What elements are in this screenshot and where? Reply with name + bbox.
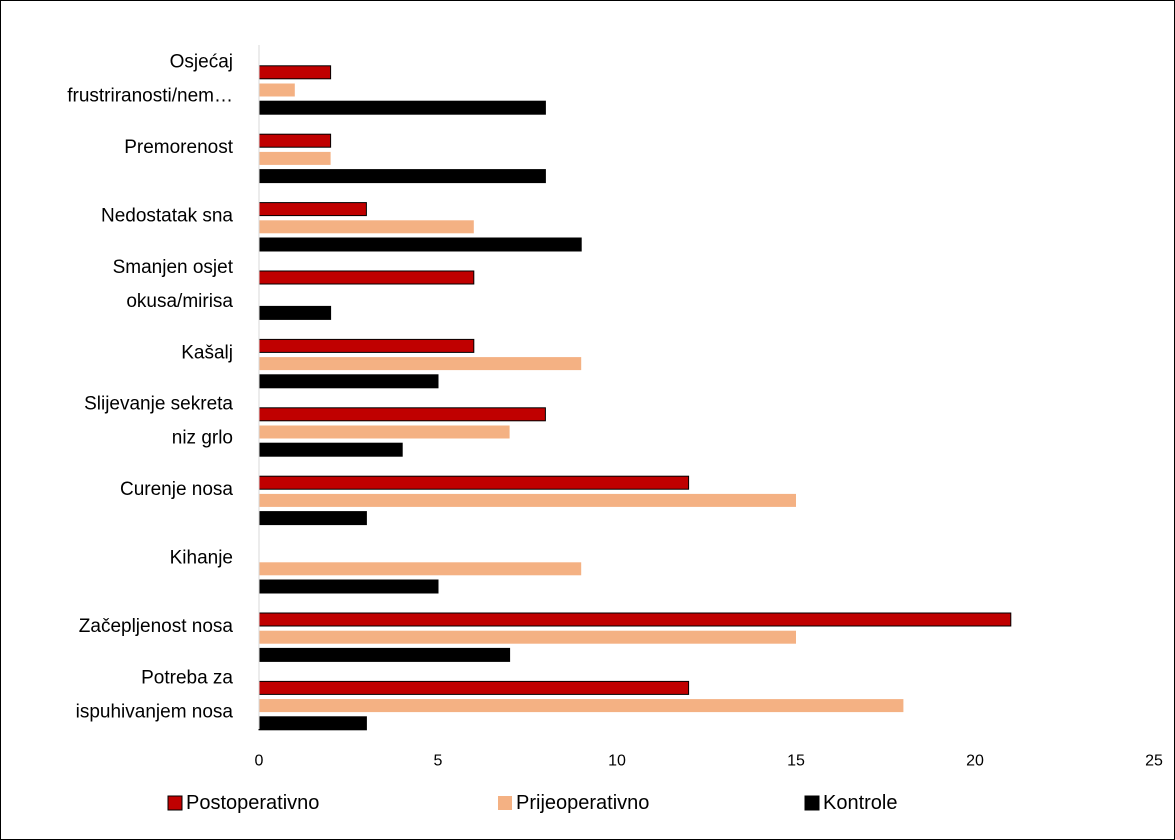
bar-postoperativno-1 [258, 133, 332, 148]
category-label: Začepljenost nosa [79, 616, 234, 637]
x-tick-label: 10 [608, 753, 626, 770]
bar-postoperativno-2 [258, 202, 367, 217]
legend-label-postoperativno: Postoperativno [186, 792, 319, 814]
category-label: Osjećaj [170, 52, 233, 73]
bar-kontrole-8 [258, 647, 511, 662]
bar-postoperativno-4 [258, 338, 475, 353]
bar-prijeoperativno-4 [259, 357, 582, 371]
bars-layer [258, 65, 1012, 731]
bar-prijeoperativno-9 [259, 699, 904, 713]
bar-postoperativno-0 [258, 65, 332, 80]
category-label: ispuhivanjem nosa [76, 701, 234, 722]
category-label: Smanjen osjet [113, 257, 234, 278]
category-label: Nedostatak sna [101, 206, 233, 227]
x-tick-label: 25 [1145, 753, 1163, 770]
bar-kontrole-1 [258, 169, 546, 184]
bar-kontrole-6 [258, 511, 367, 526]
category-label: niz grlo [172, 428, 233, 449]
bar-kontrole-3 [258, 305, 332, 320]
bar-kontrole-4 [258, 374, 439, 389]
bar-postoperativno-6 [258, 475, 690, 490]
category-label: Potreba za [141, 667, 233, 688]
category-label: Kihanje [170, 548, 233, 569]
x-tick-label: 15 [787, 753, 805, 770]
bar-kontrole-7 [258, 579, 439, 594]
bar-postoperativno-3 [258, 270, 475, 285]
category-label: Curenje nosa [120, 479, 233, 500]
bar-kontrole-5 [258, 442, 403, 457]
legend: Postoperativno Prijeoperativno Kontrole [167, 792, 898, 814]
legend-swatch-prijeoperativno [498, 796, 512, 810]
bar-kontrole-9 [258, 716, 367, 731]
bar-prijeoperativno-7 [259, 562, 582, 576]
bar-postoperativno-5 [258, 407, 546, 422]
bar-prijeoperativno-8 [259, 630, 796, 644]
legend-swatch-postoperativno [167, 795, 183, 811]
category-labels: Osjećaj frustriranosti/nem… Premorenost Ned… [67, 52, 233, 723]
category-label: Premorenost [124, 137, 233, 158]
category-label: frustriranosti/nem… [67, 86, 233, 107]
x-tick-label: 5 [434, 753, 443, 770]
bar-kontrole-2 [258, 237, 582, 252]
bar-prijeoperativno-2 [259, 220, 474, 234]
bar-postoperativno-8 [258, 612, 1012, 627]
x-tick-label: 20 [966, 753, 984, 770]
legend-swatch-kontrole [804, 795, 820, 811]
bar-prijeoperativno-1 [259, 151, 331, 165]
category-label: Kašalj [181, 342, 233, 363]
bar-kontrole-0 [258, 100, 546, 115]
legend-label-prijeoperativno: Prijeoperativno [516, 792, 649, 814]
category-label: okusa/mirisa [126, 291, 233, 312]
category-label: Slijevanje sekreta [84, 394, 233, 415]
bar-postoperativno-9 [258, 680, 690, 695]
x-tick-label: 0 [255, 753, 264, 770]
legend-label-kontrole: Kontrole [823, 792, 898, 814]
bar-prijeoperativno-0 [259, 83, 295, 97]
x-tick-labels: 0 5 10 15 20 25 [255, 753, 1163, 770]
bar-prijeoperativno-5 [259, 425, 510, 439]
bar-prijeoperativno-6 [259, 493, 796, 507]
